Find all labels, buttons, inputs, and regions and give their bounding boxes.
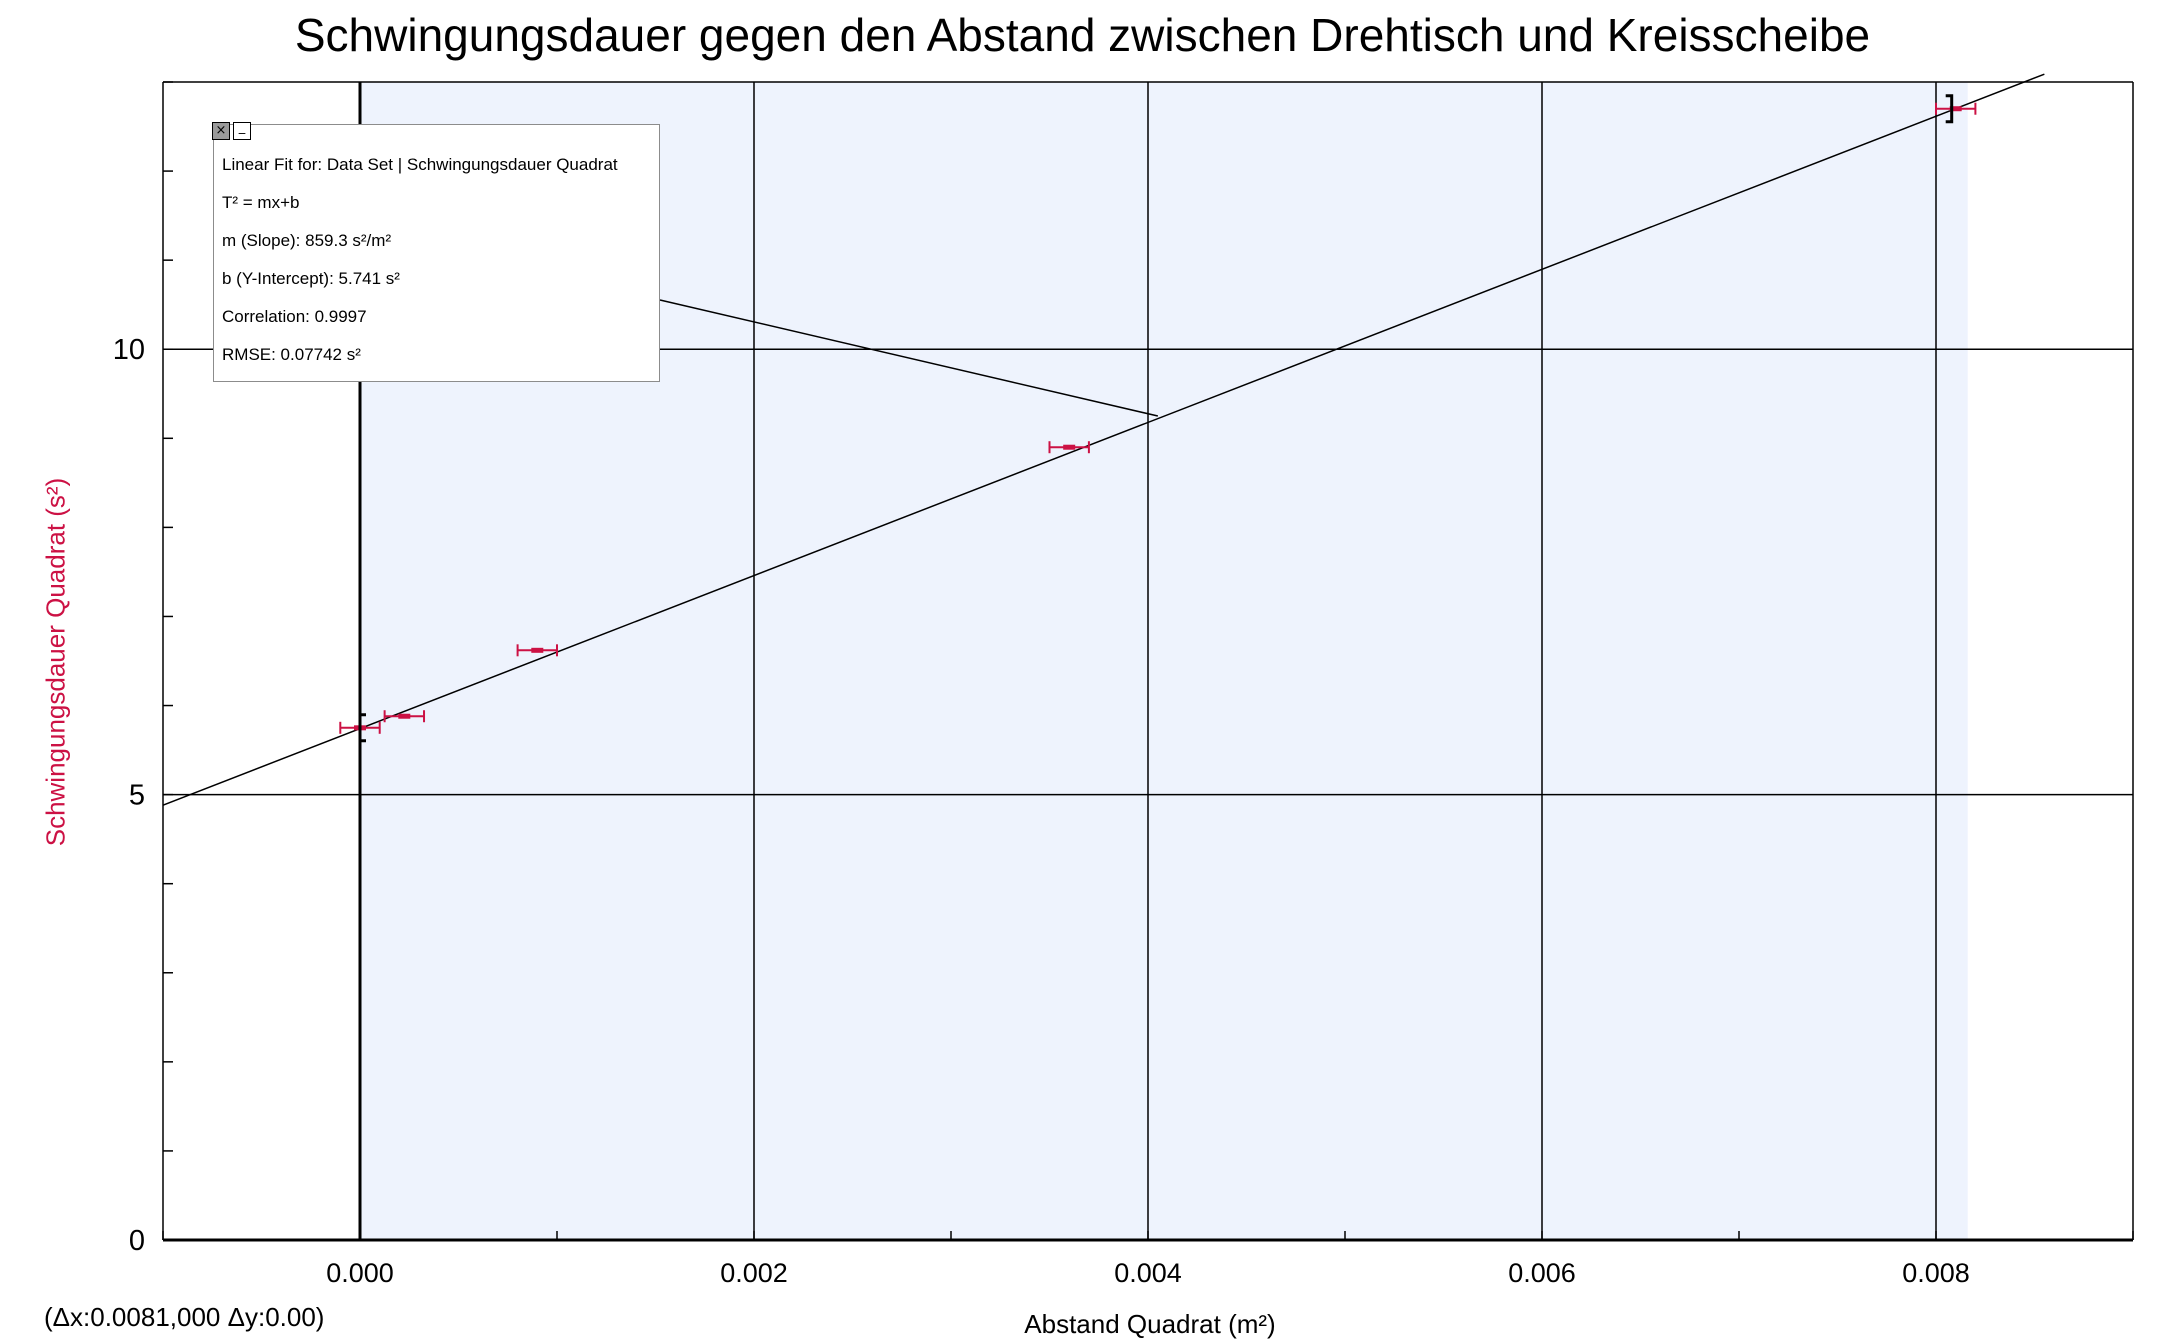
x-tick-label: 0.004: [1114, 1258, 1182, 1288]
data-point: [1949, 106, 1962, 112]
x-tick-label: 0.000: [326, 1258, 394, 1288]
data-point: [531, 647, 544, 653]
y-axis-label: Schwingungsdauer Quadrat (s²): [40, 477, 71, 847]
chart-title: Schwingungsdauer gegen den Abstand zwisc…: [294, 9, 1871, 61]
selection-bracket-right: [1945, 94, 1954, 124]
fit-annotation-leader: [659, 299, 1159, 417]
data-point: [1063, 444, 1076, 450]
fit-intercept: b (Y-Intercept): 5.741 s²: [222, 269, 400, 288]
fit-rmse: RMSE: 0.07742 s²: [222, 345, 361, 364]
linear-fit-box[interactable]: Linear Fit for: Data Set | Schwingungsda…: [213, 124, 660, 382]
x-tick-label: 0.006: [1508, 1258, 1576, 1288]
selection-bracket-left: [358, 713, 366, 743]
y-tick-label: 5: [129, 780, 145, 812]
delta-readout: (Δx:0.0081,000 Δy:0.00): [44, 1302, 325, 1332]
x-tick-label: 0.008: [1902, 1258, 1970, 1288]
fit-line: [162, 73, 2045, 806]
fit-slope: m (Slope): 859.3 s²/m²: [222, 231, 392, 250]
data-point: [398, 713, 411, 719]
x-tick-label: 0.002: [720, 1258, 788, 1288]
fit-equation: T² = mx+b: [222, 193, 300, 212]
fit-title: Linear Fit for: Data Set | Schwingungsda…: [222, 155, 618, 174]
fit-correlation: Correlation: 0.9997: [222, 307, 367, 326]
minimize-icon[interactable]: _: [233, 121, 251, 140]
y-tick-label: 0: [129, 1225, 145, 1257]
close-icon[interactable]: ×: [212, 122, 230, 140]
y-tick-label: 10: [113, 334, 145, 366]
x-axis-label: Abstand Quadrat (m²): [1024, 1309, 1276, 1339]
